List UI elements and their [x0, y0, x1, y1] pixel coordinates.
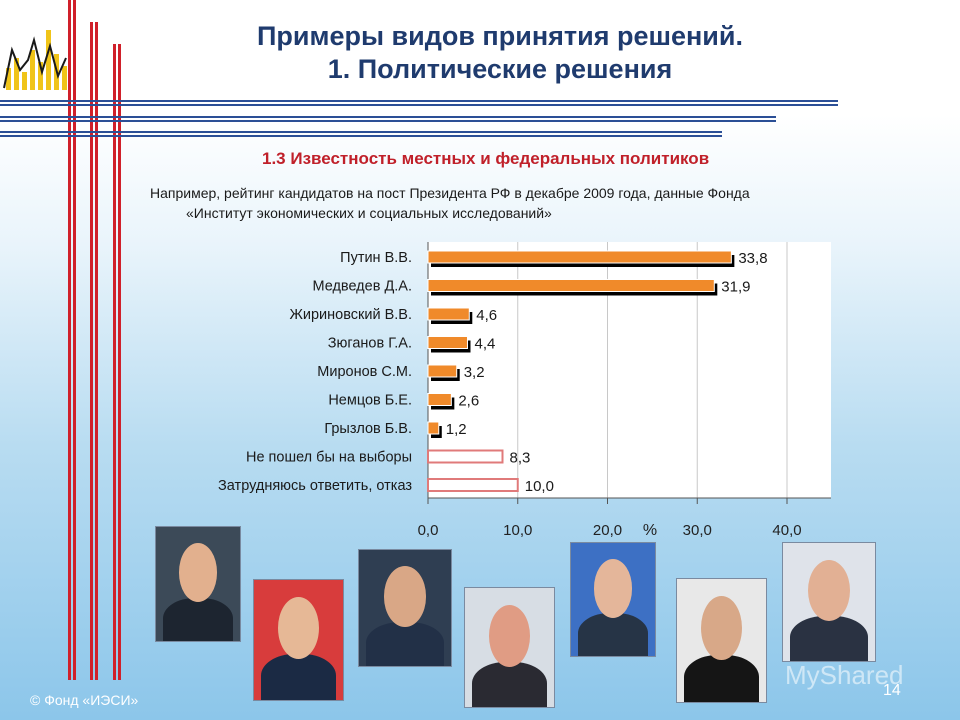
watermark: MyShared: [785, 660, 904, 690]
decor-hline: [0, 100, 838, 102]
x-axis-label: %: [643, 522, 657, 539]
section-subtitle: 1.3 Известность местных и федеральных по…: [262, 149, 710, 168]
bar: [427, 336, 468, 349]
bar: [427, 250, 732, 264]
decor-vline: [73, 0, 76, 680]
portrait-face: [383, 566, 427, 627]
bar: [427, 393, 452, 406]
portrait-suit: [261, 654, 336, 700]
title-line-2: 1. Политические решения: [327, 54, 673, 84]
category-label: Затрудняюсь ответить, отказ: [218, 478, 412, 494]
zhirinovsky-photo: [358, 549, 452, 667]
bar: [427, 364, 458, 378]
note-line-1: Например, рейтинг кандидатов на пост Пре…: [150, 185, 750, 201]
decor-vline: [90, 22, 93, 680]
x-tick-label: 20,0: [593, 522, 622, 539]
mironov-photo: [570, 542, 656, 657]
portrait-suit: [366, 621, 444, 666]
data-label: 31,9: [721, 279, 750, 296]
note-line-2: «Институт экономических и социальных исс…: [186, 205, 552, 221]
category-label: Зюганов Г.А.: [328, 336, 412, 352]
decor-hline: [0, 135, 722, 137]
x-tick-label: 30,0: [683, 522, 712, 539]
data-label: 10,0: [525, 478, 554, 495]
portrait-face: [489, 604, 530, 667]
decor-vline: [95, 22, 98, 680]
decor-vline: [118, 44, 121, 680]
portrait-face: [278, 596, 319, 660]
portrait-face: [593, 558, 633, 618]
decor-hline: [0, 116, 776, 118]
portrait-face: [178, 542, 218, 603]
portrait-face: [807, 559, 851, 621]
putin-photo: [155, 526, 241, 642]
portrait-suit: [577, 613, 649, 656]
portrait-suit: [790, 616, 868, 661]
x-tick-label: 10,0: [503, 522, 532, 539]
data-label: 1,2: [446, 421, 467, 438]
gryzlov-photo: [782, 542, 876, 662]
zyuganov-photo: [464, 587, 555, 708]
bar: [427, 478, 519, 492]
decor-vline: [113, 44, 116, 680]
nemtsov-photo: [676, 578, 767, 703]
x-tick-label: 0,0: [418, 522, 439, 539]
decor-vline: [68, 0, 71, 680]
medvedev-photo: [253, 579, 344, 701]
page-title: Примеры видов принятия решений. 1. Полит…: [150, 20, 850, 86]
data-label: 4,6: [476, 307, 497, 324]
decor-hline: [0, 131, 722, 133]
portrait-face: [701, 596, 742, 661]
data-label: 33,8: [738, 250, 767, 267]
category-label: Не пошел бы на выборы: [246, 450, 412, 466]
footer-copyright: © Фонд «ИЭСИ»: [30, 692, 139, 708]
data-label: 4,4: [474, 336, 495, 353]
category-label: Путин В.В.: [340, 250, 412, 266]
bar: [427, 421, 440, 435]
bar: [427, 279, 715, 292]
category-label: Жириновский В.В.: [290, 307, 413, 323]
portrait-suit: [162, 597, 234, 641]
data-label: 3,2: [464, 364, 485, 381]
category-label: Грызлов Б.В.: [324, 421, 412, 437]
data-label: 2,6: [458, 393, 479, 410]
x-tick-label: 40,0: [772, 522, 801, 539]
bar: [427, 449, 504, 464]
decor-hline: [0, 120, 776, 122]
decor-hline: [0, 104, 838, 106]
bar: [427, 307, 470, 321]
category-label: Миронов С.М.: [317, 364, 412, 380]
category-label: Немцов Б.Е.: [328, 393, 412, 409]
logo-chart-icon: [3, 30, 67, 90]
title-line-1: Примеры видов принятия решений.: [256, 21, 744, 51]
portrait-suit: [684, 655, 759, 702]
portrait-suit: [472, 661, 547, 707]
page-number: 14: [883, 682, 901, 699]
category-label: Медведев Д.А.: [312, 279, 412, 295]
data-label: 8,3: [509, 450, 530, 467]
